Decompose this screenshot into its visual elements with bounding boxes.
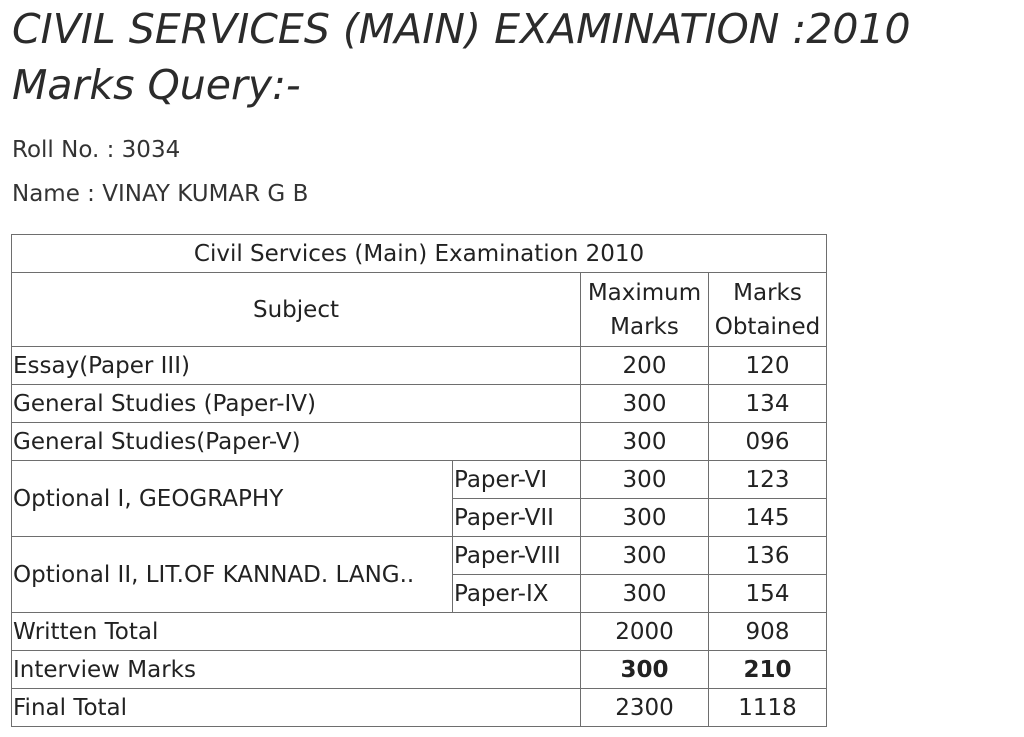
interview-label: Interview Marks [11,650,581,689]
written-total-max: 2000 [580,612,709,651]
max-marks-cell: 300 [580,498,709,537]
max-marks-cell: 200 [580,346,709,385]
table-row: General Studies (Paper-IV) 300 134 [11,384,827,423]
interview-obtained: 210 [708,650,827,689]
subject-header: Subject [11,272,581,347]
table-row: Paper-VII 300 145 [12,498,827,537]
paper-cell: Paper-VI [452,460,581,499]
subject-cell: Essay(Paper III) [11,346,581,385]
table-caption-row: Civil Services (Main) Examination 2010 [11,234,827,273]
final-total-max: 2300 [580,688,709,727]
maximum-marks-header: Maximum Marks [580,272,709,347]
max-marks-cell: 300 [580,384,709,423]
marks-obtained-header: Marks Obtained [708,272,827,347]
table-header-row: Subject Maximum Marks Marks Obtained [11,272,827,347]
max-marks-cell: 300 [580,422,709,461]
obtained-marks-cell: 134 [708,384,827,423]
marks-table: Civil Services (Main) Examination 2010 S… [11,234,827,727]
candidate-name-line: NameVINAY KUMAR G B [12,179,308,209]
subject-cell: General Studies(Paper-V) [11,422,581,461]
table-row: General Studies(Paper-V) 300 096 [11,422,827,461]
paper-cell: Paper-VII [452,498,581,537]
page-subtitle: Marks Query:- [12,61,301,109]
table-row: Optional I, GEOGRAPHY Paper-VI 300 123 [11,460,827,537]
roll-number-value: 3034 [121,137,181,163]
candidate-name-value: VINAY KUMAR G B [102,181,309,207]
written-total-label: Written Total [11,612,581,651]
max-marks-cell: 300 [580,574,709,613]
written-total-obtained: 908 [708,612,827,651]
interview-row: Interview Marks 300 210 [11,650,827,689]
optional-2-subject-cell: Optional II, LIT.OF KANNAD. LANG.. [11,536,453,613]
obtained-marks-cell: 154 [708,574,827,613]
subject-cell: General Studies (Paper-IV) [11,384,581,423]
final-total-label: Final Total [11,688,581,727]
paper-cell: Paper-VIII [452,536,581,575]
obtained-marks-cell: 136 [708,536,827,575]
page-title: CIVIL SERVICES (MAIN) EXAMINATION :2010 [12,5,911,53]
table-row: Essay(Paper III) 200 120 [11,346,827,385]
final-total-row: Final Total 2300 1118 [11,688,827,727]
candidate-name-label: Name [12,181,102,207]
obtained-marks-cell: 123 [708,460,827,499]
table-row: Optional II, LIT.OF KANNAD. LANG.. Paper… [11,536,827,613]
max-marks-cell: 300 [580,460,709,499]
table-caption: Civil Services (Main) Examination 2010 [11,234,827,273]
written-total-row: Written Total 2000 908 [11,612,827,651]
final-total-obtained: 1118 [708,688,827,727]
optional-1-subject-cell: Optional I, GEOGRAPHY [11,460,453,537]
interview-max: 300 [580,650,709,689]
paper-cell: Paper-IX [452,574,581,613]
obtained-marks-cell: 145 [708,498,827,537]
obtained-marks-cell: 120 [708,346,827,385]
max-marks-cell: 300 [580,536,709,575]
roll-number-line: Roll No.3034 [12,135,180,165]
roll-number-label: Roll No. [12,137,122,163]
obtained-marks-cell: 096 [708,422,827,461]
